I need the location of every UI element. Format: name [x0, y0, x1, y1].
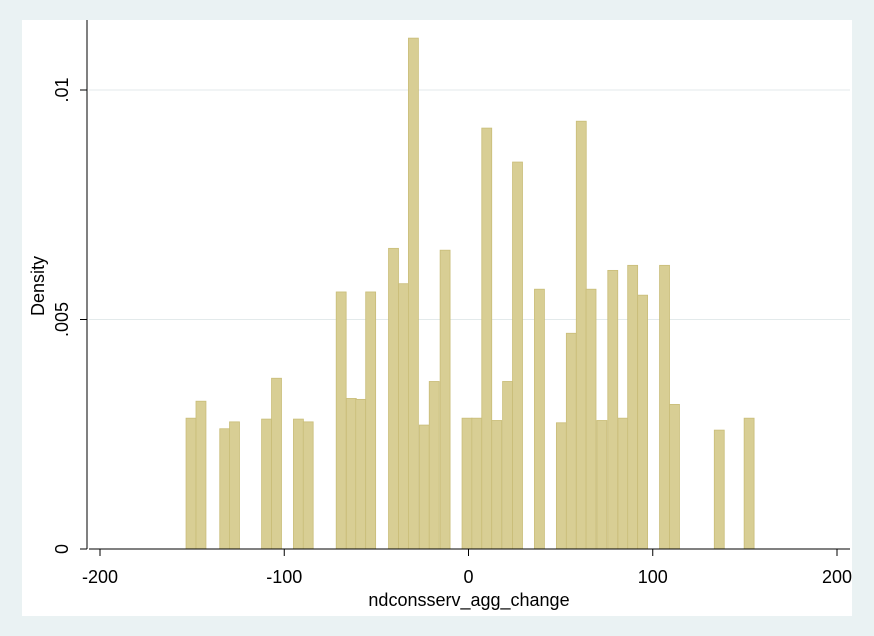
- histogram-bar: [534, 288, 545, 550]
- histogram-bar: [408, 37, 419, 550]
- x-tick-label: -200: [82, 567, 118, 587]
- histogram-bar: [512, 161, 523, 550]
- histogram-bar: [345, 398, 357, 550]
- histogram-bar: [195, 400, 207, 550]
- histogram-bar: [575, 120, 587, 550]
- histogram-bar: [365, 291, 377, 550]
- histogram-bar: [743, 417, 755, 550]
- histogram-bar: [555, 422, 567, 550]
- histogram-bar: [607, 269, 619, 550]
- histogram-bar: [302, 421, 314, 550]
- histogram-bar: [659, 264, 670, 550]
- histogram-bar: [617, 417, 629, 550]
- histogram-bar: [461, 417, 473, 550]
- histogram-bar: [261, 418, 272, 550]
- histogram-bar: [271, 377, 282, 550]
- histogram-bar: [428, 381, 440, 550]
- histogram-bar: [596, 420, 608, 550]
- x-axis-title: ndconsserv_agg_change: [368, 590, 569, 611]
- x-tick-label: 0: [463, 567, 473, 587]
- histogram-bar: [185, 417, 197, 550]
- histogram-bar: [669, 404, 680, 550]
- histogram-bar: [418, 424, 430, 550]
- histogram-bar: [293, 418, 304, 550]
- histogram-bar: [398, 283, 409, 550]
- histogram-bar: [637, 294, 648, 550]
- y-axis-title: Density: [28, 256, 48, 316]
- histogram-bar: [355, 398, 367, 550]
- y-tick-label: 0: [52, 544, 72, 554]
- histogram-bar: [491, 420, 503, 550]
- histogram-bar: [585, 288, 597, 550]
- histogram-bar: [502, 381, 513, 550]
- x-axis-ticks: -200 -100 0 100 200: [82, 549, 852, 587]
- histogram-bar: [713, 429, 725, 550]
- histogram-bar: [219, 428, 231, 550]
- histogram-bar: [481, 127, 493, 550]
- y-tick-label: .01: [52, 77, 72, 102]
- histogram-bar: [335, 291, 347, 550]
- histogram-bar: [471, 417, 483, 550]
- y-tick-label: .005: [52, 302, 72, 337]
- grid-lines: [89, 89, 850, 320]
- histogram-bar: [388, 247, 399, 550]
- y-axis-ticks: 0 .005 .01: [52, 77, 87, 554]
- x-tick-label: 100: [638, 567, 668, 587]
- x-tick-label: -100: [266, 567, 302, 587]
- histogram-bar: [565, 332, 577, 550]
- histogram-bar: [627, 264, 639, 550]
- histogram-bar: [229, 421, 240, 550]
- x-tick-label: 200: [822, 567, 852, 587]
- histogram-bar: [439, 249, 451, 550]
